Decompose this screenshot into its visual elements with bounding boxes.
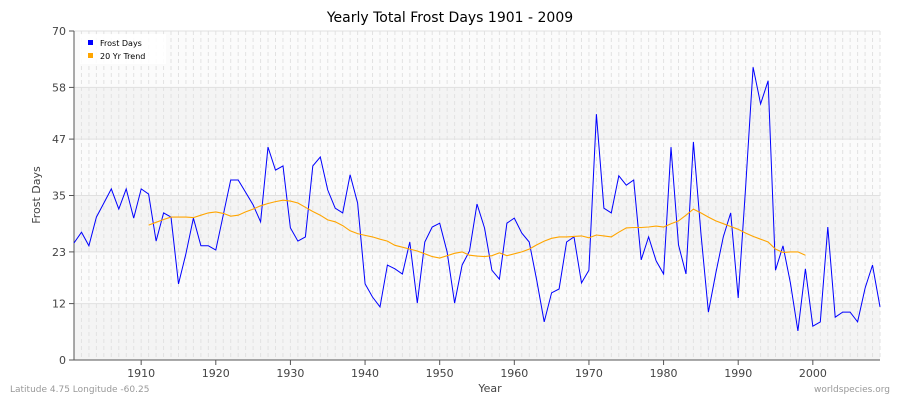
- x-tick-label: 2000: [799, 367, 827, 380]
- x-axis-label: Year: [477, 382, 502, 395]
- x-tick-label: 1940: [351, 367, 379, 380]
- trend-line: [148, 199, 806, 259]
- y-axis-label: Frost Days: [30, 166, 43, 224]
- y-tick-label: 58: [52, 81, 66, 94]
- x-tick-label: 1920: [202, 367, 230, 380]
- footer-credit: worldspecies.org: [814, 385, 890, 395]
- legend-box: [80, 34, 166, 64]
- x-tick-label: 1970: [575, 367, 603, 380]
- x-tick-label: 1950: [426, 367, 454, 380]
- x-tick-label: 1960: [500, 367, 528, 380]
- y-tick-label: 35: [52, 190, 66, 203]
- x-tick-label: 1990: [724, 367, 752, 380]
- y-tick-label: 0: [59, 354, 66, 367]
- y-tick-label: 47: [52, 133, 66, 146]
- x-tick-label: 1910: [127, 367, 155, 380]
- frost-days-line: [73, 67, 881, 331]
- x-tick-label: 1980: [650, 367, 678, 380]
- x-tick-label: 1930: [276, 367, 304, 380]
- y-tick-label: 12: [52, 298, 66, 311]
- legend-swatch-frost-days: [88, 40, 93, 45]
- legend-label-frost-days: Frost Days: [100, 39, 142, 48]
- y-tick-label: 23: [52, 246, 66, 259]
- legend-label-trend: 20 Yr Trend: [100, 52, 145, 61]
- footer-location: Latitude 4.75 Longitude -60.25: [10, 385, 149, 395]
- y-tick-label: 70: [52, 25, 66, 38]
- legend-swatch-trend: [88, 53, 93, 58]
- legend: Frost Days 20 Yr Trend: [80, 34, 166, 64]
- chart-title: Yearly Total Frost Days 1901 - 2009: [326, 10, 573, 26]
